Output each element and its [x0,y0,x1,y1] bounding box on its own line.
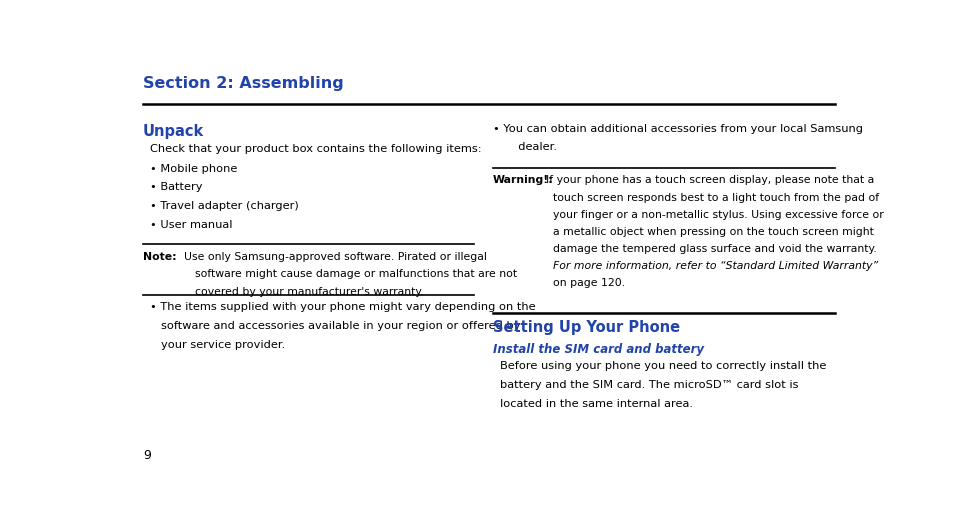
Text: covered by your manufacturer's warranty.: covered by your manufacturer's warranty. [194,286,423,297]
Text: • Battery: • Battery [151,183,203,192]
Text: Check that your product box contains the following items:: Check that your product box contains the… [151,144,481,155]
Text: Section 2: Assembling: Section 2: Assembling [143,76,343,91]
Text: battery and the SIM card. The microSD™ card slot is: battery and the SIM card. The microSD™ c… [499,380,798,390]
Text: damage the tempered glass surface and void the warranty.: damage the tempered glass surface and vo… [553,244,876,254]
Text: dealer.: dealer. [511,143,557,153]
Text: software and accessories available in your region or offered by: software and accessories available in yo… [160,321,519,331]
Text: • Mobile phone: • Mobile phone [151,163,237,174]
Text: Setting Up Your Phone: Setting Up Your Phone [492,320,679,335]
Text: • Travel adapter (charger): • Travel adapter (charger) [151,201,298,211]
Text: If your phone has a touch screen display, please note that a: If your phone has a touch screen display… [545,175,873,186]
Text: Use only Samsung-approved software. Pirated or illegal: Use only Samsung-approved software. Pira… [183,252,486,262]
Text: your service provider.: your service provider. [160,340,285,349]
Text: software might cause damage or malfunctions that are not: software might cause damage or malfuncti… [194,269,517,280]
Text: Unpack: Unpack [143,124,204,139]
Text: Install the SIM card and battery: Install the SIM card and battery [492,343,703,356]
Text: Note:: Note: [143,252,176,262]
Text: • You can obtain additional accessories from your local Samsung: • You can obtain additional accessories … [492,124,862,134]
Text: Before using your phone you need to correctly install the: Before using your phone you need to corr… [499,361,825,371]
Text: touch screen responds best to a light touch from the pad of: touch screen responds best to a light to… [553,193,879,203]
Text: Warning!:: Warning!: [492,175,553,186]
Text: • User manual: • User manual [151,220,233,230]
Text: • The items supplied with your phone might vary depending on the: • The items supplied with your phone mig… [151,302,536,312]
Text: a metallic object when pressing on the touch screen might: a metallic object when pressing on the t… [553,227,873,237]
Text: 9: 9 [143,449,151,462]
Text: on page 120.: on page 120. [553,278,625,288]
Text: your finger or a non-metallic stylus. Using excessive force or: your finger or a non-metallic stylus. Us… [553,210,883,220]
Text: For more information, refer to “Standard Limited Warranty”: For more information, refer to “Standard… [553,261,878,271]
Text: located in the same internal area.: located in the same internal area. [499,399,692,409]
